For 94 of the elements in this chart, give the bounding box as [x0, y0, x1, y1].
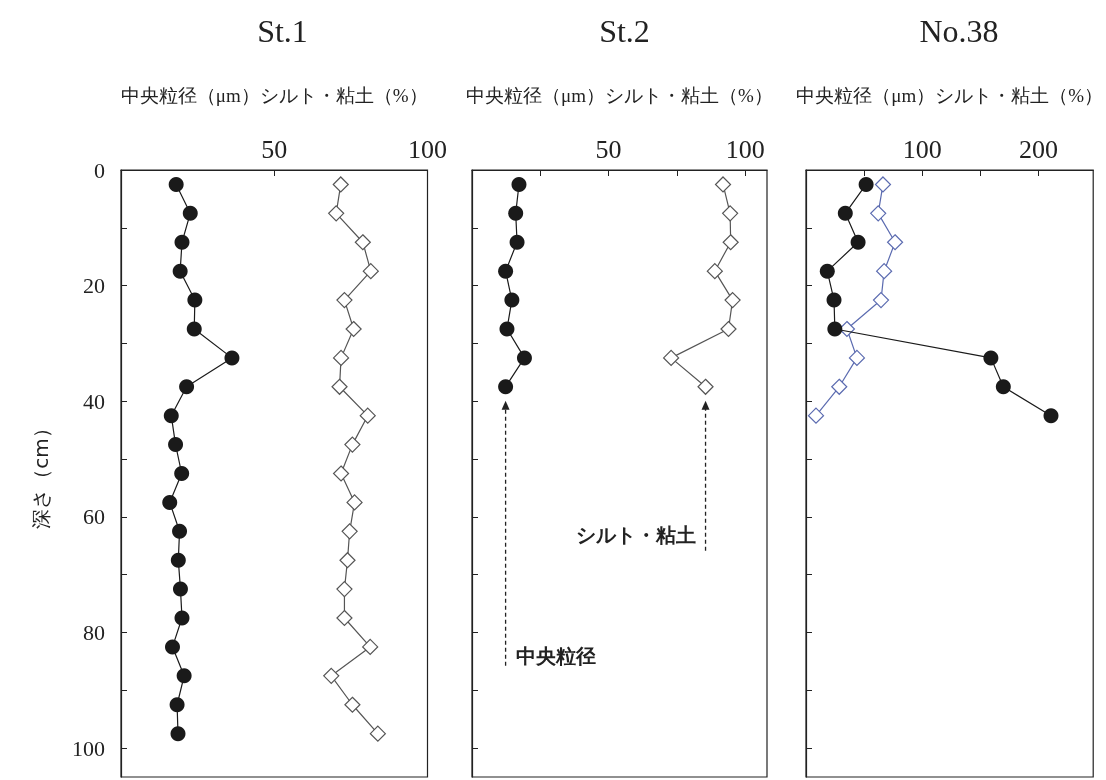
- y-axis-title: 深さ（cm）: [29, 418, 53, 529]
- y-tick-label: 80: [83, 619, 105, 645]
- point: [876, 263, 893, 280]
- point: [328, 205, 345, 222]
- point: [498, 263, 514, 279]
- point: [819, 263, 835, 279]
- x-tick-label: 100: [408, 134, 447, 164]
- point: [354, 234, 371, 251]
- point: [874, 176, 892, 193]
- point: [174, 234, 190, 250]
- point: [714, 176, 732, 193]
- point: [722, 205, 739, 222]
- point: [165, 639, 180, 655]
- point: [172, 581, 188, 597]
- x-axis-title: 中央粒径（μm）シルト・粘土（%）: [796, 84, 1103, 106]
- point: [176, 668, 192, 684]
- point: [168, 176, 184, 192]
- point: [172, 523, 188, 539]
- point: [336, 581, 353, 598]
- point: [174, 466, 190, 481]
- point: [345, 320, 362, 338]
- point: [344, 436, 361, 453]
- point: [344, 696, 361, 713]
- x-tick-label: 50: [595, 134, 622, 164]
- y-tick-label: 20: [83, 273, 105, 299]
- point: [498, 379, 514, 395]
- chart-title: St.2: [599, 13, 650, 49]
- point: [369, 725, 386, 742]
- point: [341, 523, 358, 540]
- point: [362, 638, 379, 656]
- point: [169, 697, 185, 713]
- point: [174, 610, 190, 626]
- point: [509, 234, 525, 250]
- point: [163, 408, 179, 424]
- point: [516, 350, 532, 366]
- point: [826, 292, 842, 308]
- point: [172, 263, 188, 279]
- y-tick-label: 60: [83, 504, 105, 530]
- point: [332, 465, 350, 482]
- point: [858, 176, 874, 192]
- point: [886, 234, 904, 251]
- point: [837, 205, 853, 221]
- annotation: シルト・粘土: [575, 521, 696, 549]
- x-tick-label: 50: [261, 134, 288, 164]
- point: [336, 609, 353, 627]
- point: [359, 407, 376, 424]
- x-tick-label: 200: [1019, 134, 1059, 164]
- point: [508, 205, 524, 221]
- x-axis-title: 中央粒径（μm）シルト・粘土（%）: [466, 84, 773, 106]
- point: [186, 321, 202, 337]
- point: [850, 234, 866, 250]
- point: [336, 291, 353, 309]
- point: [995, 379, 1011, 395]
- y-tick-label: 0: [94, 157, 105, 183]
- point: [170, 726, 186, 742]
- point: [346, 494, 363, 511]
- point: [663, 349, 680, 366]
- point: [182, 205, 198, 221]
- point: [362, 263, 379, 280]
- x-tick-label: 100: [725, 134, 765, 164]
- point: [162, 494, 178, 510]
- point: [807, 407, 825, 424]
- y-tick-label: 40: [83, 388, 105, 414]
- point: [224, 350, 240, 366]
- point: [720, 320, 737, 338]
- point: [499, 321, 515, 337]
- x-axis-title: 中央粒径（μm）シルト・粘土（%）: [120, 84, 428, 106]
- point: [170, 552, 186, 568]
- chart-title: No.38: [919, 13, 999, 49]
- chart-title: St.1: [257, 13, 308, 49]
- y-tick-label: 100: [72, 735, 105, 761]
- point: [872, 291, 890, 309]
- point: [983, 350, 999, 366]
- point: [504, 292, 520, 308]
- point: [697, 378, 714, 395]
- point: [168, 437, 184, 453]
- point: [831, 378, 848, 395]
- point: [1043, 408, 1059, 424]
- point: [724, 291, 741, 309]
- point: [870, 205, 887, 222]
- point: [827, 321, 843, 337]
- point: [722, 234, 739, 251]
- point: [339, 552, 356, 569]
- point: [323, 667, 340, 684]
- annotation: 中央粒径: [515, 642, 596, 670]
- point: [848, 349, 866, 366]
- x-tick-label: 100: [902, 134, 942, 164]
- point: [331, 378, 348, 395]
- point: [332, 349, 350, 366]
- point: [332, 176, 349, 193]
- point: [511, 176, 527, 192]
- point: [187, 292, 203, 308]
- point: [706, 263, 723, 280]
- point: [179, 379, 195, 395]
